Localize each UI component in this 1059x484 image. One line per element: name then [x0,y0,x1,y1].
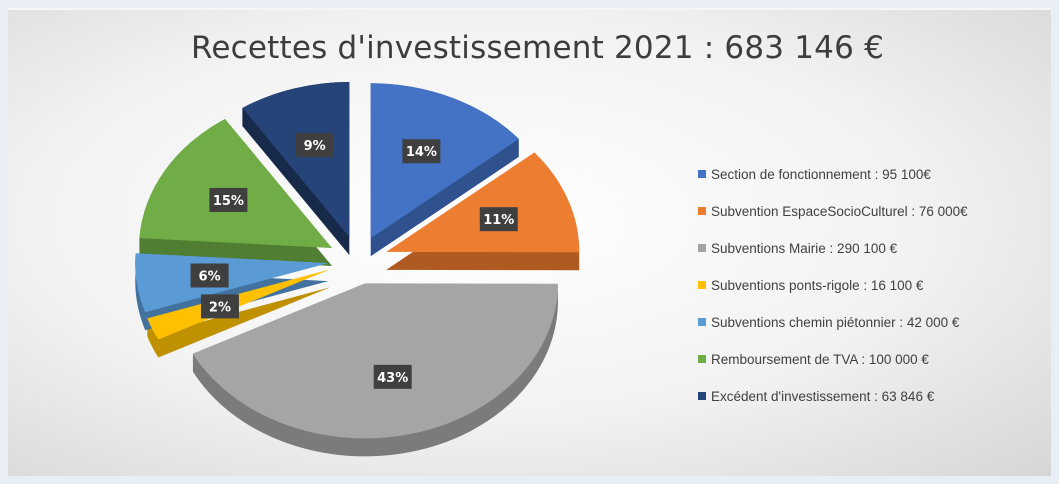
legend-swatch [698,318,706,326]
legend-item: Remboursement de TVA : 100 000 € [698,345,1053,373]
legend-label: Subventions Mairie : 290 100 € [711,240,898,256]
data-label: 14% [406,145,437,160]
data-label: 43% [377,371,408,386]
legend-swatch [698,207,706,215]
legend-item: Subvention EspaceSocioCulturel : 76 000€ [698,197,1053,225]
data-label: 2% [209,300,231,315]
legend-swatch [698,244,706,252]
data-label-box [373,364,412,389]
legend-label: Subvention EspaceSocioCulturel : 76 000€ [711,203,968,219]
legend-swatch [698,355,706,363]
data-label: 15% [213,194,244,209]
pie-slice [386,152,580,253]
pie-slice [135,253,329,313]
legend-swatch [698,392,706,400]
data-label-box [295,133,334,158]
pie-slice [370,83,519,239]
legend-item: Subventions chemin piétonnier : 42 000 € [698,308,1053,336]
chart-legend: Section de fonctionnement : 95 100€ Subve… [698,160,1053,419]
pie-labels: 14% 11% 43% 2% 6% 15% 9% [190,133,518,389]
data-label-box [200,294,239,319]
pie-slice [192,283,558,439]
chart-title: Recettes d'investissement 2021 : 683 146… [190,30,885,66]
data-label-box [190,263,229,288]
data-label: 6% [199,269,221,284]
legend-item: Subventions ponts-rigole : 16 100 € [698,271,1053,299]
legend-item: Excédent d'investissement : 63 846 € [698,382,1053,410]
legend-label: Subventions ponts-rigole : 16 100 € [711,277,924,293]
pie-slice [139,118,333,248]
legend-item: Section de fonctionnement : 95 100€ [698,160,1053,188]
legend-label: Section de fonctionnement : 95 100€ [711,166,931,182]
legend-item: Subventions Mairie : 290 100 € [698,234,1053,262]
pie-slice [242,82,350,238]
pie-slice-side [147,287,331,358]
data-label-box [209,187,248,212]
data-label-box [402,139,441,164]
data-label: 9% [304,139,326,154]
data-label: 11% [483,213,514,228]
legend-label: Subventions chemin piétonnier : 42 000 € [711,314,960,330]
legend-swatch [698,170,706,178]
legend-label: Remboursement de TVA : 100 000 € [711,351,929,367]
legend-label: Excédent d'investissement : 63 846 € [711,388,935,404]
data-label-box [479,207,518,232]
pie-tops [135,82,580,439]
legend-swatch [698,281,706,289]
